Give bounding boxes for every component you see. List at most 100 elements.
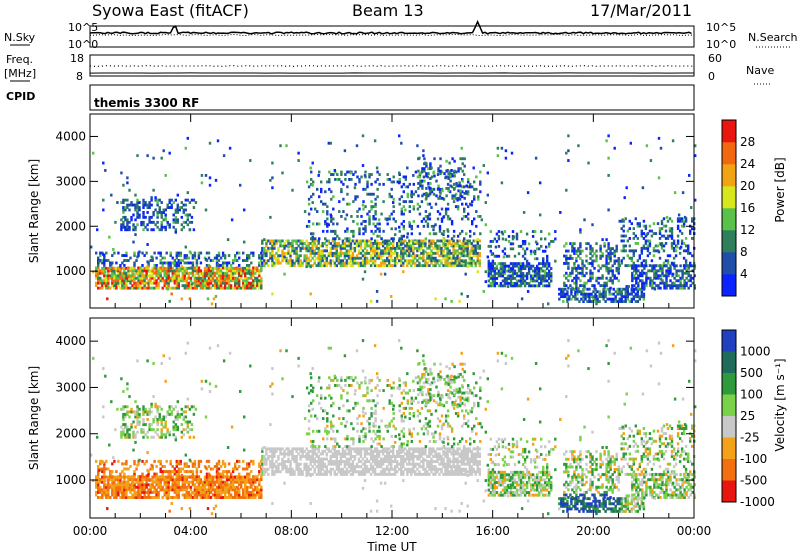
power-echo-cell xyxy=(271,254,274,258)
power-echo-cell xyxy=(225,276,229,280)
power-echo-cell xyxy=(337,256,341,260)
power-echo-cell xyxy=(487,269,491,273)
power-echo-cell xyxy=(361,261,365,265)
power-echo-cell xyxy=(148,206,151,209)
power-echo-cell xyxy=(230,218,234,222)
power-echo-cell xyxy=(544,264,547,268)
power-echo-cell xyxy=(136,223,139,227)
power-echo-cell xyxy=(432,242,435,245)
power-echo-cell xyxy=(164,218,167,222)
power-echo-cell xyxy=(153,279,156,283)
power-echo-cell xyxy=(548,242,551,246)
power-echo-cell xyxy=(137,284,140,288)
velocity-echo-cell xyxy=(177,483,181,487)
power-echo-cell xyxy=(349,254,353,258)
power-echo-cell xyxy=(377,218,381,222)
power-echo-cell xyxy=(584,292,587,296)
power-echo-cell xyxy=(487,244,491,248)
power-echo-cell xyxy=(148,218,151,222)
power-echo-cell xyxy=(548,282,551,285)
power-echo-cell xyxy=(639,279,642,283)
power-echo-cell xyxy=(156,203,159,207)
velocity-echo-cell xyxy=(111,485,114,489)
power-echo-cell xyxy=(394,233,397,237)
velocity-echo-cell xyxy=(136,410,139,414)
power-echo-cell xyxy=(103,266,106,270)
power-echo-cell xyxy=(121,274,124,278)
power-echo-cell xyxy=(197,276,201,280)
power-echo-cell xyxy=(223,276,227,280)
power-echo-cell xyxy=(333,169,337,172)
power-echo-cell xyxy=(519,267,523,270)
power-echo-cell xyxy=(98,260,101,264)
power-echo-cell xyxy=(583,274,586,278)
velocity-echo-cell xyxy=(215,496,219,499)
power-echo-cell xyxy=(345,264,349,268)
velocity-echo-cell xyxy=(168,430,171,434)
power-echo-cell xyxy=(565,151,568,155)
power-echo-cell xyxy=(141,286,144,290)
power-echo-cell xyxy=(478,264,482,268)
power-echo-cell xyxy=(143,266,146,270)
power-echo-cell xyxy=(373,261,377,265)
power-echo-cell xyxy=(428,213,431,217)
velocity-echo-cell xyxy=(179,475,183,479)
velocity-echo-cell xyxy=(142,418,145,421)
power-echo-cell xyxy=(369,299,373,303)
power-echo-cell xyxy=(448,256,451,260)
velocity-echo-cell xyxy=(97,490,100,494)
power-echo-cell xyxy=(645,144,649,148)
power-echo-cell xyxy=(531,277,535,280)
power-echo-cell xyxy=(315,244,318,248)
power-echo-cell xyxy=(113,281,116,285)
power-echo-cell xyxy=(575,266,578,270)
velocity-echo-cell xyxy=(244,467,247,471)
power-echo-cell xyxy=(172,201,175,204)
velocity-echo-cell xyxy=(152,435,155,439)
power-echo-cell xyxy=(314,237,317,241)
power-echo-cell xyxy=(677,284,680,288)
power-echo-cell xyxy=(146,211,149,214)
power-echo-cell xyxy=(463,196,466,200)
power-echo-cell xyxy=(376,227,379,231)
power-echo-cell xyxy=(601,264,604,268)
power-echo-cell xyxy=(476,270,480,274)
power-echo-cell xyxy=(446,169,449,172)
power-echo-cell xyxy=(146,228,149,232)
velocity-echo-cell xyxy=(211,475,215,479)
power-echo-cell xyxy=(328,170,331,174)
power-echo-cell xyxy=(630,300,634,303)
power-echo-cell xyxy=(503,272,507,275)
velocity-echo-cell xyxy=(99,490,102,494)
power-echo-cell xyxy=(357,261,361,265)
velocity-echo-cell xyxy=(124,425,127,429)
power-echo-cell xyxy=(416,202,420,206)
power-echo-cell xyxy=(299,246,302,250)
power-echo-cell xyxy=(504,149,508,153)
power-echo-cell xyxy=(539,213,542,217)
power-echo-cell xyxy=(497,237,501,241)
velocity-echo-cell xyxy=(197,488,201,492)
power-echo-cell xyxy=(297,256,300,260)
power-echo-cell xyxy=(438,239,441,243)
power-echo-cell xyxy=(377,256,381,260)
power-echo-cell xyxy=(624,244,627,248)
power-echo-cell xyxy=(566,290,569,294)
power-echo-cell xyxy=(446,229,450,233)
power-echo-cell xyxy=(410,239,413,243)
power-echo-cell xyxy=(651,264,654,268)
power-echo-cell xyxy=(408,249,411,253)
power-echo-cell xyxy=(589,249,592,253)
power-echo-cell xyxy=(521,264,525,268)
power-echo-cell xyxy=(560,287,563,291)
power-echo-cell xyxy=(319,251,322,255)
power-echo-cell xyxy=(493,284,497,288)
velocity-echo-cell xyxy=(111,475,114,479)
power-echo-cell xyxy=(149,259,152,262)
power-echo-cell xyxy=(279,144,282,148)
power-echo-cell xyxy=(177,264,181,267)
power-echo-cell xyxy=(523,267,527,270)
power-echo-cell xyxy=(193,251,197,255)
velocity-echo-cell xyxy=(207,459,211,463)
power-echo-cell xyxy=(149,276,152,280)
